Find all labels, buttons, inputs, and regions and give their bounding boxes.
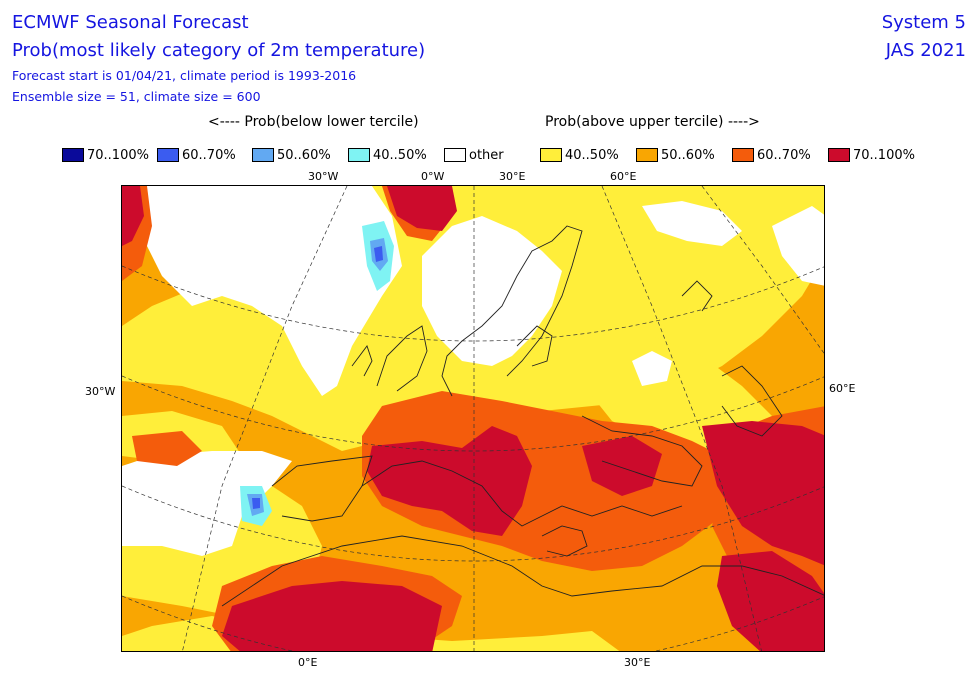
legend-swatch	[540, 148, 562, 162]
coastline-ireland	[351, 345, 373, 377]
legend-label: other	[469, 147, 504, 163]
meridian-30w	[182, 186, 348, 651]
legend-item-below-50-60: 50..60%	[252, 146, 331, 164]
region-other-north-atlantic	[142, 186, 402, 396]
region-below-60-70-iberia	[252, 498, 260, 509]
legend-below-tercile-title: <---- Prob(below lower tercile)	[208, 114, 419, 130]
lon-label-left-30w: 30°W	[85, 385, 116, 398]
graticule	[122, 186, 824, 651]
legend-swatch	[732, 148, 754, 162]
probability-map	[121, 185, 825, 652]
ensemble-size-info: Ensemble size = 51, climate size = 600	[12, 89, 261, 104]
coastline-scandinavia	[441, 225, 583, 397]
legend-item-above-60-70: 60..70%	[732, 146, 811, 164]
coastline-baltic	[516, 325, 553, 367]
legend-item-below-60-70: 60..70%	[157, 146, 236, 164]
coastline-novaya	[681, 280, 713, 312]
system-label: System 5	[881, 12, 966, 33]
legend-label: 50..60%	[661, 147, 715, 163]
region-above-70-100-balkans-east	[582, 436, 662, 496]
legend-swatch	[828, 148, 850, 162]
lon-label-bottom-0e: 0°E	[298, 656, 318, 669]
coastline-mediterranean-north	[361, 460, 683, 527]
legend-item-above-40-50: 40..50%	[540, 146, 619, 164]
legend-label: 40..50%	[565, 147, 619, 163]
lon-label-bottom-30e: 30°E	[624, 656, 651, 669]
region-other-arctic-east	[772, 206, 824, 286]
legend-swatch	[444, 148, 466, 162]
parallel-70n	[122, 265, 824, 342]
legend-swatch	[62, 148, 84, 162]
parallel-40n	[122, 595, 824, 651]
coastline-caspian	[721, 365, 783, 437]
coastline-britain	[376, 325, 428, 392]
coastline-north-africa	[221, 535, 824, 607]
coastline-iberia	[271, 455, 373, 522]
legend-item-below-40-50: 40..50%	[348, 146, 427, 164]
region-other-scandinavia	[422, 216, 562, 366]
parallel-60n	[122, 375, 824, 452]
forecast-subtitle: Prob(most likely category of 2m temperat…	[12, 40, 426, 61]
season-period-label: JAS 2021	[885, 40, 966, 61]
meridian-60e	[701, 186, 824, 354]
region-other-svalbard	[642, 201, 742, 246]
legend-label: 60..70%	[757, 147, 811, 163]
legend-item-above-50-60: 50..60%	[636, 146, 715, 164]
region-above-60-70-atlantic	[132, 431, 202, 466]
legend-label: 50..60%	[277, 147, 331, 163]
lon-label-top-30e: 30°E	[499, 170, 526, 183]
region-other-east-patch	[632, 351, 672, 386]
parallel-50n	[122, 485, 824, 562]
lon-label-right-60e: 60°E	[829, 382, 856, 395]
legend-label: 40..50%	[373, 147, 427, 163]
forecast-start-info: Forecast start is 01/04/21, climate peri…	[12, 68, 357, 83]
legend-item-below-70-100: 70..100%	[62, 146, 149, 164]
meridian-30e	[601, 186, 762, 651]
legend-label: 60..70%	[182, 147, 236, 163]
lon-label-top-30w: 30°W	[308, 170, 339, 183]
legend-item-other: other	[444, 146, 504, 164]
coastline-black-sea	[581, 415, 703, 487]
lon-label-top-60e: 60°E	[610, 170, 637, 183]
legend-item-above-70-100: 70..100%	[828, 146, 915, 164]
region-above-70-100-east	[702, 421, 824, 566]
region-above-70-100-arctic	[387, 186, 457, 231]
legend-above-tercile-title: Prob(above upper tercile) ---->	[545, 114, 760, 130]
legend-swatch	[157, 148, 179, 162]
forecast-title: ECMWF Seasonal Forecast	[12, 12, 249, 33]
region-above-70-100-north-africa	[222, 581, 442, 651]
legend-swatch	[348, 148, 370, 162]
coastline-crete-area	[541, 525, 588, 557]
legend-swatch	[636, 148, 658, 162]
legend-swatch	[252, 148, 274, 162]
region-below-60-70-north	[374, 246, 383, 262]
region-above-70-100-central-med	[367, 426, 532, 536]
region-other-iberia-atlantic	[122, 451, 292, 556]
coastlines	[221, 225, 824, 607]
legend-label: 70..100%	[853, 147, 915, 163]
lon-label-top-0w: 0°W	[421, 170, 445, 183]
region-above-70-100-west-edge	[122, 186, 144, 246]
legend-label: 70..100%	[87, 147, 149, 163]
